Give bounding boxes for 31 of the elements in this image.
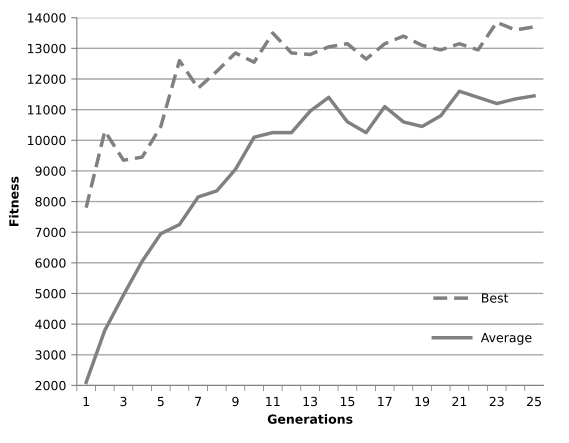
y-tick-label: 2000	[36, 380, 66, 390]
legend-label: Best	[482, 293, 508, 303]
x-tick-label: 9	[232, 396, 239, 406]
y-tick-label: 3000	[36, 350, 66, 360]
y-tick-label: 9000	[35, 166, 66, 176]
y-tick-label: 4000	[35, 320, 66, 330]
y-axis-title: Fitness	[8, 176, 19, 226]
y-tick-label: 10000	[28, 136, 66, 146]
x-axis-title: Generations	[268, 414, 352, 424]
x-tick-label: 13	[304, 396, 318, 406]
y-tick-label: 14000	[28, 13, 66, 23]
x-tick-label: 23	[490, 396, 504, 406]
line-series	[84, 20, 536, 210]
x-tick-label: 3	[120, 396, 126, 406]
x-tick-label: 17	[378, 396, 392, 406]
x-tick-label: 15	[340, 396, 354, 406]
y-tick-label: 6000	[35, 258, 66, 268]
legend-label: Average	[480, 333, 532, 345]
x-tick-label: 5	[158, 396, 164, 406]
x-tick-label: 21	[452, 396, 466, 406]
y-tick-label: 13000	[28, 44, 66, 54]
x-tick-label: 11	[266, 396, 280, 406]
x-tick-label: 25	[527, 396, 541, 406]
x-tick-label: 1	[84, 396, 89, 406]
y-tick-label: 12000	[28, 74, 66, 84]
y-tick-label: 7000	[36, 228, 66, 238]
y-tick-label: 5000	[36, 288, 66, 298]
x-tick-label: 19	[416, 396, 430, 406]
x-tick-label: 7	[195, 396, 202, 406]
y-tick-label: 8000	[35, 197, 66, 206]
y-tick-label: 11000	[28, 105, 66, 115]
